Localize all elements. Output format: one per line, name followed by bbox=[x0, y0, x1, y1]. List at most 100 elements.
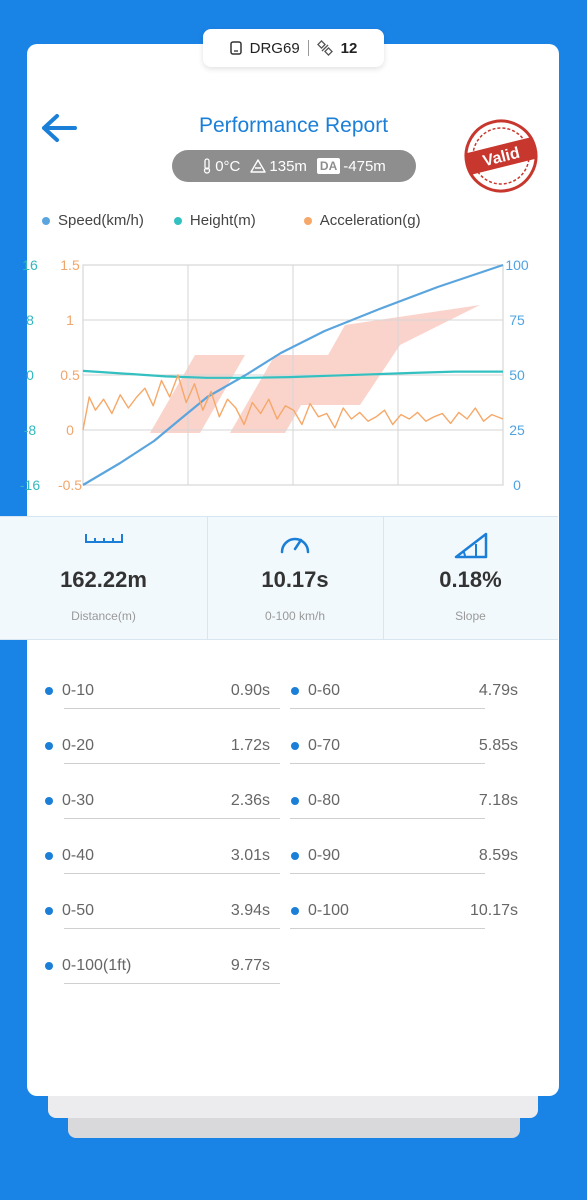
legend-label-acceleration: Acceleration(g) bbox=[319, 212, 421, 229]
time-row-divider bbox=[64, 928, 280, 929]
time-row-label: 0-80 bbox=[308, 792, 341, 809]
tick-label-speed: 100 bbox=[505, 257, 529, 273]
density-altitude-badge: DA bbox=[316, 158, 341, 174]
brand-watermark bbox=[150, 305, 480, 433]
time-row-dot bbox=[45, 742, 53, 750]
time-row-dot bbox=[45, 962, 53, 970]
time-row: 0-60 4.79s bbox=[0, 682, 587, 737]
distance-label: Distance(m) bbox=[71, 609, 136, 623]
stat-distance: 162.22m Distance(m) bbox=[0, 517, 207, 639]
legend-item-speed: Speed(km/h) bbox=[42, 212, 144, 229]
time-row-dot bbox=[291, 797, 299, 805]
time-row: 0-30 2.36s bbox=[0, 792, 587, 847]
tick-label-height: 16 bbox=[22, 257, 38, 273]
thermometer-icon bbox=[204, 158, 211, 174]
conditions-pill: 0°C 135m DA -475m bbox=[172, 150, 416, 182]
stat-0-100-time: 10.17s 0-100 km/h bbox=[207, 517, 383, 639]
time-row-value: 2.36s bbox=[230, 792, 270, 809]
time-row-label: 0-50 bbox=[62, 902, 95, 919]
time-row-label: 0-10 bbox=[62, 682, 95, 699]
time-row-divider bbox=[64, 983, 280, 984]
stats-divider-1 bbox=[207, 517, 208, 639]
tick-label-speed: 75 bbox=[509, 312, 525, 328]
time-row-value: 10.17s bbox=[469, 902, 518, 919]
stats-divider-2 bbox=[383, 517, 384, 639]
legend-item-acceleration: Acceleration(g) bbox=[303, 212, 421, 229]
speedometer-icon bbox=[280, 537, 310, 554]
stat-slope: 0.18% Slope bbox=[383, 517, 558, 639]
valid-stamp: Valid bbox=[464, 119, 538, 193]
performance-chart: 16 8 0 -8 -16 1.5 1 0.5 0 -0.5 100 75 50 25 0 bbox=[20, 257, 529, 493]
time-row: 0-100(1ft) 9.77s bbox=[0, 957, 587, 1012]
device-icon bbox=[229, 41, 242, 55]
time-row-value: 9.77s bbox=[230, 957, 270, 974]
time-row-value: 4.79s bbox=[478, 682, 518, 699]
tick-label-speed: 0 bbox=[513, 477, 521, 493]
time-row-value: 0.90s bbox=[230, 682, 270, 699]
tick-label-speed: 25 bbox=[509, 422, 525, 438]
ruler-icon bbox=[84, 534, 123, 543]
time-row: 0-50 3.94s bbox=[0, 902, 587, 957]
time-row-divider bbox=[290, 763, 485, 764]
time-row-value: 3.01s bbox=[230, 847, 270, 864]
time-row-value: 3.94s bbox=[230, 902, 270, 919]
time-row-value: 8.59s bbox=[478, 847, 518, 864]
tick-label-acceleration: 1 bbox=[66, 312, 74, 328]
legend-dot-height bbox=[173, 216, 182, 225]
zero-to-hundred-value: 10.17s bbox=[261, 567, 329, 592]
altitude-value: 135m bbox=[269, 157, 307, 175]
slope-value: 0.18% bbox=[439, 567, 502, 592]
time-row-divider bbox=[64, 763, 280, 764]
series-line-speed bbox=[82, 263, 504, 486]
tick-label-acceleration: 0.5 bbox=[60, 367, 80, 383]
time-row-dot bbox=[45, 797, 53, 805]
time-row-divider bbox=[290, 928, 485, 929]
back-arrow-icon[interactable] bbox=[40, 113, 78, 143]
time-row-dot bbox=[291, 742, 299, 750]
time-row-dot bbox=[45, 852, 53, 860]
time-row-label: 0-90 bbox=[308, 847, 341, 864]
time-row-dot bbox=[291, 907, 299, 915]
legend-label-height: Height(m) bbox=[189, 212, 256, 229]
time-row: 0-40 3.01s bbox=[0, 847, 587, 902]
summary-stats: 162.22m Distance(m) 10.17s 0-100 km/h 0.… bbox=[0, 516, 558, 640]
satellite-icon bbox=[316, 40, 333, 56]
time-row-label: 0-60 bbox=[308, 682, 341, 699]
tick-label-acceleration: 0 bbox=[66, 422, 74, 438]
time-row: 0-20 1.72s bbox=[0, 737, 587, 792]
series-line-acceleration bbox=[82, 374, 504, 431]
altitude-icon bbox=[250, 159, 267, 173]
legend-dot-acceleration bbox=[303, 216, 312, 225]
tick-label-height: 8 bbox=[26, 312, 34, 328]
time-row-divider bbox=[290, 873, 485, 874]
time-row: 0-90 8.59s bbox=[0, 847, 587, 902]
device-status-pill[interactable]: DRG69 12 bbox=[203, 29, 384, 67]
time-row-value: 7.18s bbox=[478, 792, 518, 809]
time-row-divider bbox=[64, 708, 280, 709]
time-row-dot bbox=[291, 852, 299, 860]
tick-label-acceleration: 1.5 bbox=[60, 257, 80, 273]
tick-label-acceleration: -0.5 bbox=[58, 477, 82, 493]
tick-label-height: -8 bbox=[24, 422, 37, 438]
time-row-value: 5.85s bbox=[478, 737, 518, 754]
legend-item-height: Height(m) bbox=[173, 212, 256, 229]
time-row-divider bbox=[290, 708, 485, 709]
device-name: DRG69 bbox=[249, 39, 300, 57]
time-row-dot bbox=[291, 687, 299, 695]
time-row-value: 1.72s bbox=[230, 737, 270, 754]
slope-icon bbox=[454, 532, 487, 559]
watermark-stroke-3 bbox=[300, 305, 480, 405]
slope-label: Slope bbox=[455, 609, 486, 623]
chart-legend: Speed(km/h) Height(m) Acceleration(g) bbox=[42, 212, 421, 229]
time-row-dot bbox=[45, 687, 53, 695]
temperature-value: 0°C bbox=[215, 157, 241, 175]
distance-value: 162.22m bbox=[60, 567, 147, 592]
time-row-label: 0-100(1ft) bbox=[62, 957, 132, 974]
satellite-count: 12 bbox=[340, 39, 358, 57]
time-row: 0-70 5.85s bbox=[0, 737, 587, 792]
zero-to-hundred-label: 0-100 km/h bbox=[264, 609, 326, 623]
time-row-label: 0-40 bbox=[62, 847, 95, 864]
time-row-label: 0-20 bbox=[62, 737, 95, 754]
time-row-divider bbox=[290, 818, 485, 819]
tick-label-height: -16 bbox=[20, 477, 40, 493]
